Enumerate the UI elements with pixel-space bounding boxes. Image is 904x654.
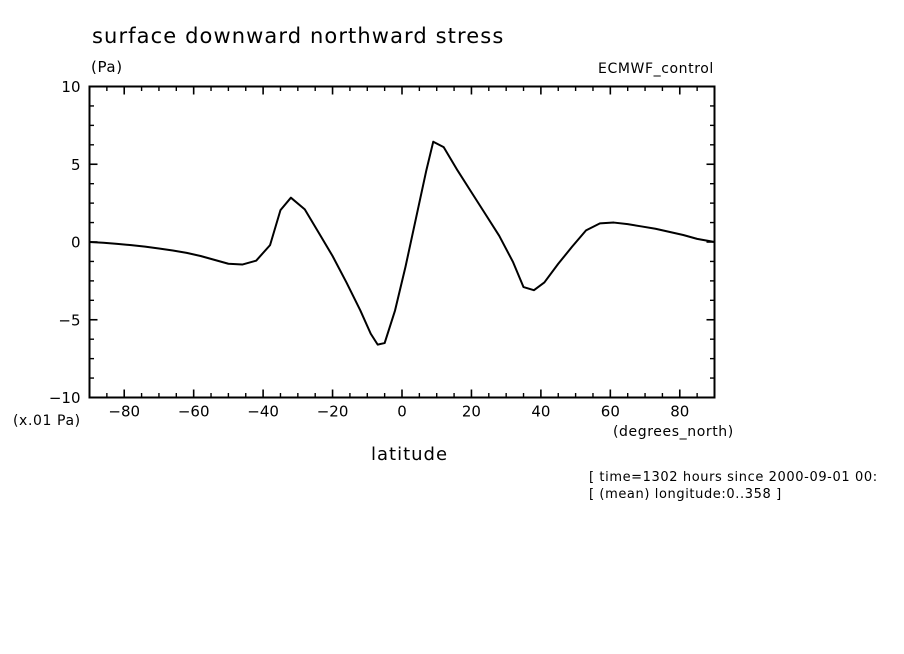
y-tick-label: 10 bbox=[61, 78, 80, 96]
x-axis-ticks bbox=[88, 86, 716, 398]
x-tick-label: 40 bbox=[531, 403, 550, 421]
x-tick-label: −20 bbox=[317, 403, 349, 421]
data-series-line bbox=[88, 140, 716, 346]
x-tick-label: −40 bbox=[247, 403, 279, 421]
y-tick-label: 0 bbox=[71, 234, 81, 252]
x-tick-label: 80 bbox=[670, 403, 689, 421]
x-tick-label: 60 bbox=[601, 403, 620, 421]
x-axis-title: latitude bbox=[371, 444, 449, 465]
x-tick-label: 20 bbox=[462, 403, 481, 421]
y-tick-label: 5 bbox=[71, 156, 81, 174]
annotation-longitude: [ (mean) longitude:0..358 ] bbox=[589, 487, 782, 502]
x-tick-label: −60 bbox=[178, 403, 210, 421]
y-tick-label: −5 bbox=[58, 311, 80, 329]
page-title: surface downward northward stress bbox=[92, 24, 505, 48]
y-axis-tick-labels: −10 −5 0 5 10 bbox=[49, 78, 81, 407]
annotation-time: [ time=1302 hours since 2000-09-01 00: bbox=[589, 470, 878, 485]
x-tick-label: −80 bbox=[108, 403, 140, 421]
data-series-group bbox=[88, 140, 716, 346]
dataset-label: ECMWF_control bbox=[598, 61, 714, 77]
y-axis-ticks bbox=[89, 85, 715, 399]
y-tick-label: −10 bbox=[49, 389, 81, 407]
x-tick-label: 0 bbox=[397, 403, 407, 421]
y-axis-units-label: (Pa) bbox=[91, 58, 123, 76]
x-axis-tick-labels: −80 −60 −40 −20 0 20 40 60 80 bbox=[108, 403, 689, 421]
x-axis-units-label: (degrees_north) bbox=[613, 424, 734, 440]
axis-frame bbox=[88, 85, 716, 399]
y-axis-scale-units: (x.01 Pa) bbox=[13, 413, 81, 429]
